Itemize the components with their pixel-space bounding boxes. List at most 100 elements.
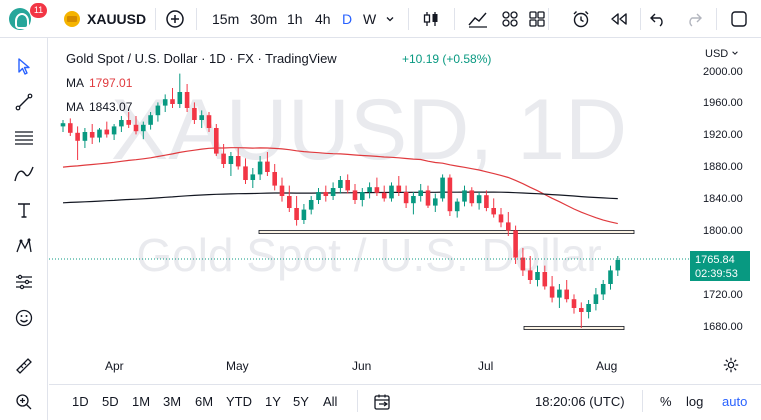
candle-body bbox=[520, 257, 526, 271]
undo-button[interactable] bbox=[648, 0, 668, 38]
candle-body bbox=[206, 115, 212, 128]
top-toolbar: 11 XAUUSD 15m 30m 1h 4h D W bbox=[0, 0, 761, 38]
candle-body bbox=[155, 105, 161, 116]
forecast-tool[interactable] bbox=[10, 268, 38, 296]
undo-icon bbox=[650, 13, 663, 27]
replay-button[interactable] bbox=[608, 0, 630, 38]
pattern-tool[interactable] bbox=[10, 232, 38, 260]
candle-body bbox=[97, 129, 102, 138]
candle-body bbox=[425, 190, 431, 206]
candle-body bbox=[418, 190, 423, 196]
chart-type-button[interactable] bbox=[420, 0, 442, 38]
percent-toggle[interactable]: % bbox=[660, 394, 672, 409]
range-all[interactable]: All bbox=[323, 394, 338, 409]
range-3m[interactable]: 3M bbox=[163, 394, 182, 409]
range-6m[interactable]: 6M bbox=[195, 394, 214, 409]
timeframe-d[interactable]: D bbox=[342, 11, 353, 27]
time-tick: Apr bbox=[105, 359, 124, 373]
range-1m[interactable]: 1M bbox=[132, 394, 151, 409]
bottom-toolbar bbox=[49, 384, 761, 420]
templates-icon bbox=[502, 11, 518, 27]
layout-button[interactable] bbox=[526, 0, 548, 38]
candle-body bbox=[162, 99, 168, 106]
symbol-search-button[interactable]: XAUUSD bbox=[87, 11, 147, 27]
divider bbox=[640, 8, 641, 30]
smiley-icon bbox=[15, 309, 33, 327]
candle-body bbox=[549, 286, 555, 298]
candle-body bbox=[513, 230, 518, 258]
candle-body bbox=[381, 192, 387, 199]
square-icon bbox=[731, 11, 747, 27]
candle-body bbox=[170, 99, 175, 104]
candle-body bbox=[352, 190, 358, 200]
time-tick: Jul bbox=[478, 359, 494, 373]
price-tick: 2000.00 bbox=[703, 66, 743, 78]
auto-scale-toggle[interactable]: auto bbox=[722, 394, 748, 409]
ruler-icon bbox=[16, 358, 32, 374]
candle-body bbox=[586, 304, 591, 312]
price-chart[interactable]: XAUUSD, 1D Gold Spot / U.S. Dollar bbox=[49, 39, 761, 381]
currency-selector[interactable]: USD bbox=[705, 48, 739, 60]
candle-body bbox=[104, 129, 110, 135]
range-1y[interactable]: 1Y bbox=[265, 394, 281, 409]
price-tick: 1960.00 bbox=[703, 97, 743, 109]
candle-body bbox=[272, 172, 277, 186]
candle-body bbox=[374, 187, 380, 193]
timeframe-w[interactable]: W bbox=[363, 11, 377, 27]
candle-body bbox=[600, 284, 606, 295]
rewind-icon bbox=[611, 13, 627, 25]
candle-body bbox=[491, 208, 496, 215]
fib-tool[interactable] bbox=[10, 124, 38, 152]
text-tool[interactable] bbox=[10, 196, 38, 224]
utc-clock[interactable]: 18:20:06 (UTC) bbox=[535, 394, 625, 409]
brush-tool[interactable] bbox=[10, 160, 38, 188]
candle-body bbox=[593, 294, 599, 304]
trend-line-icon bbox=[15, 93, 33, 111]
ma-slow-legend[interactable]: MA 1843.07 bbox=[66, 100, 132, 114]
divider bbox=[548, 8, 549, 30]
templates-button[interactable] bbox=[500, 0, 520, 38]
redo-button[interactable] bbox=[684, 0, 704, 38]
alert-button[interactable] bbox=[570, 0, 592, 38]
resistance-zone[interactable] bbox=[258, 229, 635, 234]
candle-body bbox=[527, 270, 533, 280]
range-1d[interactable]: 1D bbox=[72, 394, 89, 409]
fullscreen-button[interactable] bbox=[728, 0, 750, 38]
text-icon bbox=[18, 203, 30, 218]
ma-fast-value: 1797.01 bbox=[89, 76, 133, 90]
go-to-date-icon[interactable] bbox=[373, 393, 391, 411]
timeframe-dropdown[interactable] bbox=[383, 0, 397, 38]
support-zone[interactable] bbox=[523, 325, 625, 330]
last-price-value: 1765.84 bbox=[695, 254, 735, 266]
candle-body bbox=[338, 180, 343, 188]
candle-body bbox=[454, 201, 460, 212]
candle-body bbox=[330, 188, 336, 196]
price-tick: 1720.00 bbox=[703, 289, 743, 301]
range-5y[interactable]: 5Y bbox=[293, 394, 309, 409]
time-tick: May bbox=[226, 359, 249, 373]
trend-line-tool[interactable] bbox=[10, 88, 38, 116]
avatar[interactable] bbox=[9, 8, 31, 30]
last-price-label: 1765.84 02:39:53 bbox=[690, 251, 750, 281]
timeframe-30m[interactable]: 30m bbox=[250, 11, 278, 27]
log-toggle[interactable]: log bbox=[686, 394, 704, 409]
timeframe-4h[interactable]: 4h bbox=[315, 11, 331, 27]
settings-gear-icon[interactable] bbox=[722, 356, 740, 374]
timeframe-1h[interactable]: 1h bbox=[287, 11, 303, 27]
ma-fast-legend[interactable]: MA 1797.01 bbox=[66, 76, 132, 90]
indicators-button[interactable] bbox=[466, 0, 490, 38]
emoji-tool[interactable] bbox=[10, 304, 38, 332]
brush-icon bbox=[14, 166, 34, 182]
measure-tool[interactable] bbox=[10, 352, 38, 380]
range-ytd[interactable]: YTD bbox=[226, 394, 252, 409]
candle-body bbox=[294, 208, 299, 220]
candle-body bbox=[433, 198, 438, 206]
cursor-tool[interactable] bbox=[10, 52, 38, 80]
divider bbox=[357, 390, 358, 412]
candle-body bbox=[389, 185, 394, 199]
add-symbol-button[interactable] bbox=[164, 0, 186, 38]
watermark-description: Gold Spot / U.S. Dollar bbox=[136, 229, 601, 281]
timeframe-15m[interactable]: 15m bbox=[212, 11, 240, 27]
zoom-tool[interactable] bbox=[10, 388, 38, 416]
range-5d[interactable]: 5D bbox=[102, 394, 119, 409]
